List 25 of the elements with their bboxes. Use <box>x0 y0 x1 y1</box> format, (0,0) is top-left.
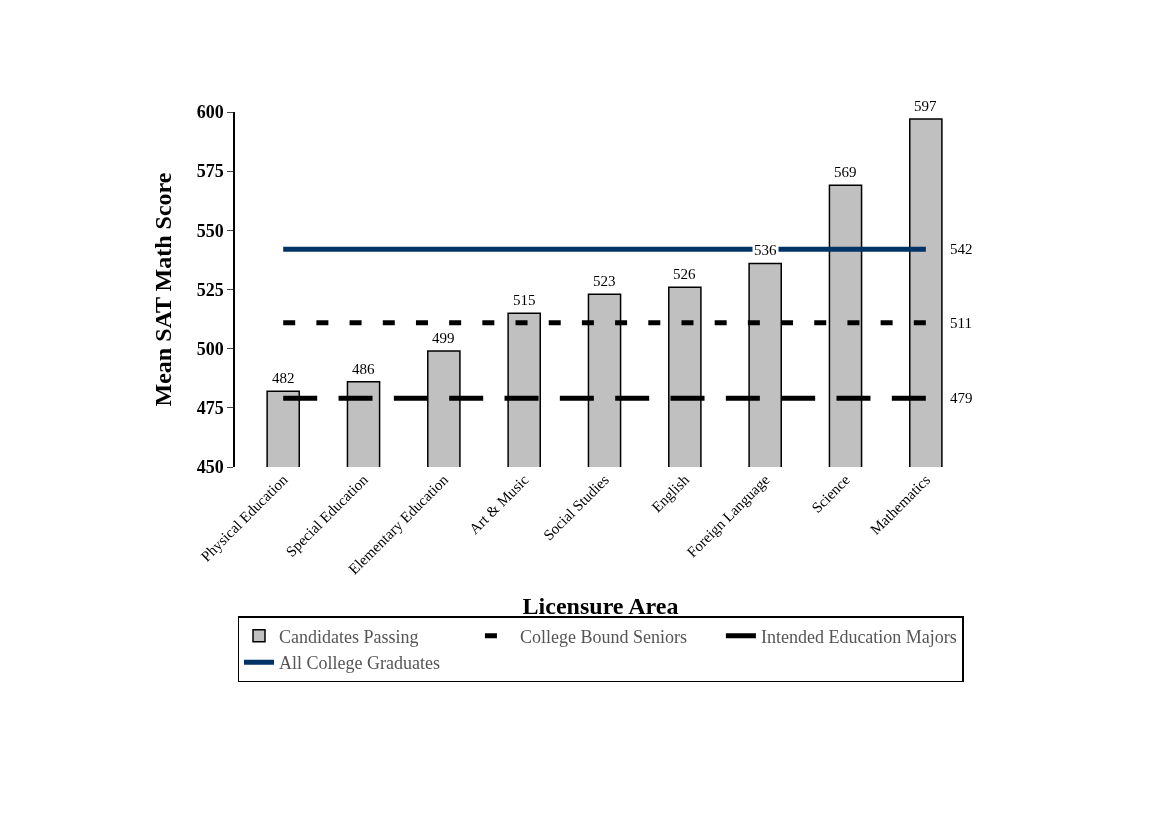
y-tick-label: 600 <box>196 102 224 123</box>
data-label: 597 <box>914 98 937 114</box>
data-label: 542 <box>950 241 973 257</box>
y-axis-title: Mean SAT Math Score <box>150 172 177 407</box>
legend-label: Candidates Passing <box>279 626 419 647</box>
data-label: 499 <box>432 330 455 346</box>
legend-label: Intended Education Majors <box>760 626 957 647</box>
data-label: 479 <box>950 390 973 406</box>
legend-label: All College Graduates <box>279 653 440 674</box>
data-label: 569 <box>834 164 857 180</box>
y-tick-label: 450 <box>196 457 224 478</box>
x-axis-title: Licensure Area <box>522 592 679 619</box>
data-label: 511 <box>950 315 972 331</box>
data-label: 486 <box>352 361 375 377</box>
y-tick-label: 525 <box>196 279 224 300</box>
data-label: 515 <box>513 292 536 308</box>
y-tick-label: 575 <box>196 161 224 182</box>
data-label: 482 <box>272 370 295 386</box>
y-tick-label: 500 <box>196 338 224 359</box>
y-tick-label: 550 <box>196 220 224 241</box>
data-label: 523 <box>593 273 616 289</box>
legend-label: College Bound Seniors <box>519 626 687 647</box>
data-label: 536 <box>754 242 777 258</box>
y-tick-label: 475 <box>196 398 224 419</box>
data-label: 526 <box>673 266 696 282</box>
